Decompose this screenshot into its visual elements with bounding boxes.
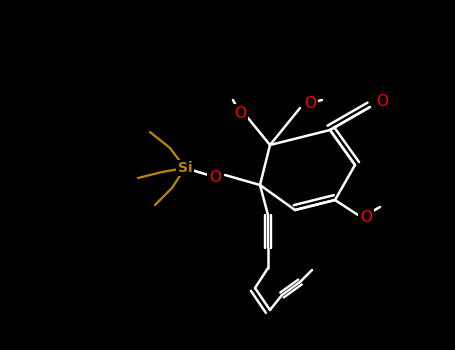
Text: O: O bbox=[304, 96, 316, 111]
Text: O: O bbox=[234, 105, 246, 120]
Text: Si: Si bbox=[178, 161, 192, 175]
Text: O: O bbox=[376, 94, 388, 110]
Text: O: O bbox=[360, 210, 372, 225]
Text: O: O bbox=[209, 169, 221, 184]
